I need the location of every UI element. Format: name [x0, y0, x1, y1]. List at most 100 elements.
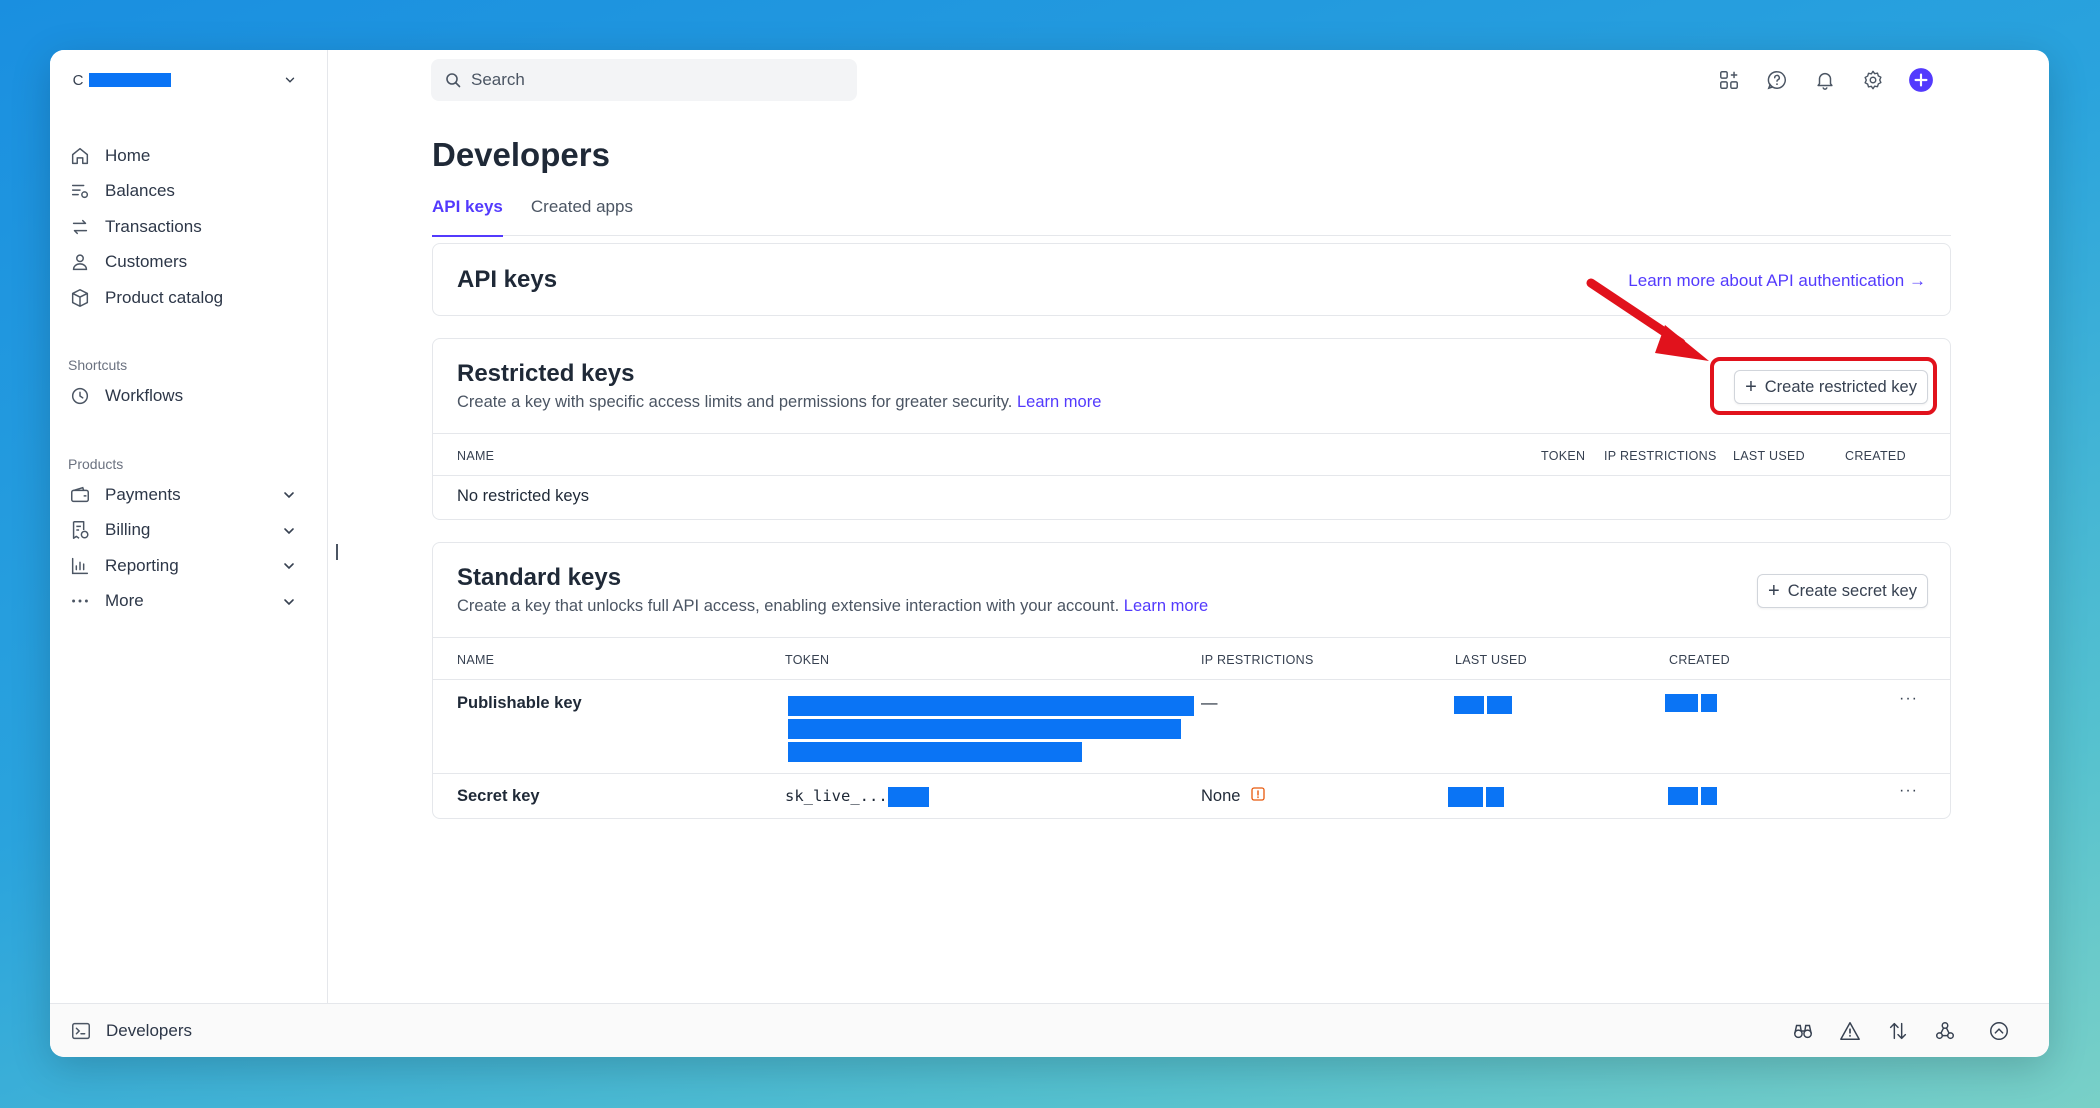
info-icon[interactable]	[1251, 787, 1265, 806]
last-used-redacted	[1448, 787, 1483, 807]
product-catalog-icon	[71, 288, 89, 307]
plus-icon: +	[1768, 580, 1780, 602]
last-used-redacted	[1487, 696, 1512, 714]
search-input[interactable]: Search	[431, 59, 857, 101]
button-label: Create secret key	[1787, 581, 1917, 600]
warning-icon[interactable]	[1827, 1019, 1875, 1043]
chevron-down-icon	[285, 77, 295, 83]
col-token: TOKEN	[785, 653, 830, 667]
button-label: Create restricted key	[1764, 377, 1917, 396]
sidebar-item-home[interactable]: Home	[67, 138, 307, 174]
sidebar-item-label: Home	[105, 145, 151, 165]
sidebar-item-label: Product catalog	[105, 287, 224, 307]
sidebar-item-product-catalog[interactable]: Product catalog	[67, 280, 307, 316]
standard-keys-card: Standard keys Create a key that unlocks …	[432, 542, 1951, 819]
created-redacted	[1665, 694, 1698, 712]
sidebar-item-label: Balances	[105, 181, 175, 201]
table-row: Publishable key — ···	[433, 680, 1950, 774]
help-icon[interactable]	[1753, 66, 1801, 94]
sidebar-item-reporting[interactable]: Reporting	[67, 548, 307, 584]
main-nav: Home Balances Transactions Customers Pro…	[67, 138, 307, 316]
key-name: Secret key	[457, 787, 540, 805]
sidebar-item-label: Transactions	[105, 216, 202, 236]
developers-toolbar-toggle[interactable]: Developers	[70, 1020, 192, 1042]
products-nav: Products Payments Billing Reporting More	[67, 451, 307, 619]
plus-icon: +	[1745, 376, 1757, 398]
sidebar-item-customers[interactable]: Customers	[67, 245, 307, 281]
search-icon	[446, 73, 461, 88]
home-icon	[71, 147, 89, 164]
ip-restrictions-value: None	[1201, 787, 1241, 805]
restricted-desc-text: Create a key with specific access limits…	[457, 393, 1013, 411]
standard-desc-text: Create a key that unlocks full API acces…	[457, 597, 1120, 615]
key-name: Publishable key	[457, 694, 582, 712]
page-title: Developers	[432, 136, 610, 173]
workflows-icon	[71, 387, 89, 404]
chevron-down-icon	[284, 598, 294, 605]
api-auth-link[interactable]: Learn more about API authentication →	[1628, 271, 1926, 290]
row-overflow-menu[interactable]: ···	[1899, 782, 1918, 799]
sort-arrows-icon[interactable]	[1874, 1019, 1922, 1043]
chevron-down-icon	[284, 527, 294, 534]
restricted-learn-more-link[interactable]: Learn more	[1017, 393, 1102, 411]
create-restricted-key-button[interactable]: + Create restricted key	[1734, 370, 1928, 404]
products-heading: Products	[68, 456, 124, 472]
empty-state: No restricted keys	[457, 487, 590, 505]
sidebar-item-billing[interactable]: Billing	[67, 513, 307, 549]
sidebar-item-more[interactable]: More	[67, 584, 307, 620]
sidebar-item-label: Payments	[105, 484, 181, 504]
standard-keys-description: Create a key that unlocks full API acces…	[457, 597, 1208, 616]
col-token: TOKEN	[1541, 449, 1586, 463]
sidebar-item-balances[interactable]: Balances	[67, 174, 307, 210]
col-ip-restrictions: IP RESTRICTIONS	[1604, 449, 1717, 463]
gear-icon[interactable]	[1849, 66, 1897, 94]
col-created: CREATED	[1669, 653, 1730, 667]
sidebar: C Home Balances Transactions Customers	[50, 50, 328, 1003]
col-name: NAME	[457, 653, 495, 667]
created-redacted	[1701, 694, 1717, 712]
ip-restrictions-value: —	[1201, 694, 1218, 712]
sidebar-item-label: Workflows	[105, 385, 184, 405]
restricted-keys-description: Create a key with specific access limits…	[457, 393, 1101, 412]
standard-learn-more-link[interactable]: Learn more	[1123, 597, 1209, 615]
developers-label: Developers	[106, 1021, 192, 1040]
apps-icon[interactable]	[1705, 66, 1753, 94]
sidebar-resize-handle[interactable]	[336, 544, 338, 560]
bell-icon[interactable]	[1801, 66, 1849, 94]
last-used-redacted	[1454, 696, 1484, 714]
chevron-up-circle-icon[interactable]	[1969, 1019, 2029, 1043]
terminal-icon	[72, 1022, 90, 1040]
create-plus-icon[interactable]	[1897, 66, 1945, 94]
transactions-icon	[72, 219, 88, 234]
topbar-actions	[1705, 66, 1945, 94]
last-used-redacted	[1486, 787, 1504, 807]
sidebar-item-label: Billing	[105, 520, 151, 540]
sidebar-item-payments[interactable]: Payments	[67, 477, 307, 513]
create-secret-key-button[interactable]: + Create secret key	[1757, 574, 1928, 608]
token-value: sk_live_...	[785, 787, 888, 805]
more-icon	[72, 599, 88, 603]
created-redacted	[1668, 787, 1698, 805]
sidebar-item-transactions[interactable]: Transactions	[67, 209, 307, 245]
customers-icon	[72, 254, 88, 271]
restricted-keys-card: Restricted keys Create a key with specif…	[432, 338, 1951, 520]
row-overflow-menu[interactable]: ···	[1899, 690, 1918, 707]
sidebar-item-workflows[interactable]: Workflows	[67, 378, 307, 414]
reporting-icon	[71, 557, 89, 574]
account-switcher[interactable]: C	[67, 64, 307, 96]
webhooks-icon[interactable]	[1922, 1019, 1970, 1043]
billing-icon	[72, 521, 89, 540]
binoculars-icon[interactable]	[1779, 1019, 1827, 1043]
account-initial: C	[72, 71, 84, 89]
app-window: C Home Balances Transactions Customers	[50, 50, 2049, 1057]
payments-icon	[71, 486, 89, 502]
restricted-keys-title: Restricted keys	[457, 360, 635, 387]
token-redacted	[788, 719, 1181, 739]
tab-api-keys[interactable]: API keys	[432, 194, 503, 237]
balances-icon	[71, 185, 89, 199]
col-last-used: LAST USED	[1733, 449, 1805, 463]
chevron-down-icon	[284, 492, 294, 499]
sidebar-item-label: More	[105, 591, 144, 611]
col-created: CREATED	[1845, 449, 1906, 463]
tab-created-apps[interactable]: Created apps	[530, 197, 633, 216]
